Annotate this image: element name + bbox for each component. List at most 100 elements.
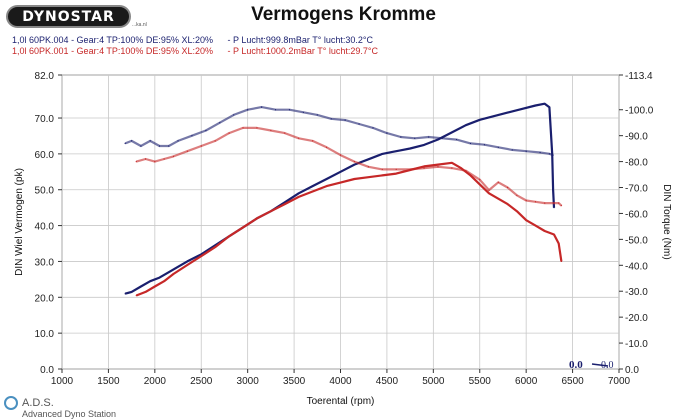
x-tick-label: 2000: [144, 376, 167, 387]
y-tick-label: 10.0: [35, 329, 55, 340]
series-point: [168, 271, 170, 273]
readout-connector: [591, 363, 609, 367]
x-axis-label: Toerental (rpm): [307, 396, 375, 407]
series-point: [423, 165, 425, 168]
series-point: [270, 129, 272, 132]
series-point: [423, 167, 425, 169]
series-point: [284, 132, 286, 134]
y-right-tick-label: -50.0: [625, 235, 648, 246]
series-point: [451, 167, 453, 169]
series-point: [339, 181, 342, 184]
y-tick-label: 70.0: [35, 114, 55, 125]
series-point: [460, 167, 462, 169]
series-point: [312, 140, 314, 142]
series-point: [144, 158, 147, 160]
series-point: [507, 186, 509, 189]
x-tick-label: 3000: [237, 376, 260, 387]
series-point: [516, 210, 518, 212]
series-point: [353, 164, 356, 166]
x-tick-label: 5000: [422, 376, 445, 387]
y-right-axis-label: DIN Torque (Nm): [661, 184, 672, 259]
series-point: [353, 160, 356, 163]
series-point: [312, 190, 314, 193]
series-point: [544, 230, 546, 232]
series-point: [339, 171, 342, 173]
series-point: [168, 145, 170, 147]
series-point: [154, 285, 156, 288]
legend-run-info: - Gear:4 TP:100% DE:95% XL:20%: [71, 35, 213, 45]
footer-brand-sub: Advanced Dyno Station: [22, 409, 117, 419]
series-point: [507, 112, 509, 114]
series-point: [344, 119, 346, 121]
series-point: [242, 127, 244, 129]
series-point: [534, 201, 537, 203]
x-tick-label: 6500: [561, 376, 584, 387]
x-tick-label: 4000: [329, 376, 352, 387]
x-tick-label: 1000: [51, 376, 74, 387]
series-point: [260, 106, 263, 108]
series-point: [298, 192, 300, 194]
y-axis-label: DIN Wiel Vermogen (pk): [14, 168, 25, 276]
series-point: [214, 140, 216, 142]
legend-run-name: 1,0l 60PK.001: [12, 46, 69, 56]
y-tick-label: 50.0: [35, 186, 55, 197]
series-point: [381, 168, 383, 170]
series-point: [228, 132, 230, 134]
series-point: [154, 160, 156, 163]
series-point: [553, 207, 555, 209]
series-point: [386, 132, 388, 134]
series-point: [479, 119, 481, 121]
series-point: [140, 145, 142, 147]
series-point: [451, 162, 453, 164]
x-tick-label: 4500: [376, 376, 399, 387]
y-right-tick-label: -80.0: [625, 158, 648, 169]
series-point: [200, 255, 202, 257]
series-point: [358, 123, 360, 125]
series-point: [186, 260, 188, 263]
series-point: [177, 266, 179, 268]
series-point: [525, 150, 527, 152]
series-point: [149, 140, 151, 142]
y-right-tick-label: -10.0: [625, 339, 648, 350]
series-point: [497, 181, 499, 183]
series-point: [507, 203, 509, 205]
series-point: [488, 189, 490, 191]
series-point: [186, 150, 188, 152]
series-point: [544, 103, 546, 105]
series-point: [312, 185, 314, 187]
series-point: [200, 145, 202, 147]
series-point: [437, 138, 439, 141]
series-point: [553, 233, 555, 236]
series-point: [214, 246, 216, 248]
series-point: [414, 137, 416, 139]
legend-run-ambient: - P Lucht:999.8mBar T° lucht:30.2°C: [227, 35, 373, 45]
x-tick-label: 7000: [608, 376, 631, 387]
chart-series-layer: [124, 102, 563, 297]
series-point: [163, 280, 165, 282]
series-point: [400, 136, 402, 138]
legend-run-ambient: - P Lucht:1000.2mBar T° lucht:29.7°C: [227, 46, 378, 56]
logo-subtext: ...ka.nl: [132, 22, 147, 28]
x-tick-label: 1500: [97, 376, 120, 387]
series-point: [172, 155, 174, 158]
series-point: [511, 149, 513, 151]
series-point: [534, 104, 537, 107]
series-point: [256, 127, 258, 129]
series-point: [552, 189, 554, 191]
y-right-tick-label: 0.0: [625, 365, 639, 376]
y-right-tick-label: -90.0: [625, 132, 648, 143]
series-point: [124, 142, 126, 145]
legend-run-name: 1,0l 60PK.004: [12, 35, 69, 45]
series-point: [539, 151, 541, 154]
series-point: [479, 179, 481, 181]
series-point: [553, 202, 555, 204]
series-point: [325, 178, 328, 180]
chart-grid: [61, 74, 620, 370]
series-point: [516, 194, 518, 196]
y-right-tick-label: -70.0: [625, 184, 648, 195]
series-point: [493, 115, 495, 117]
series-point: [395, 172, 397, 175]
x-tick-label: 3500: [283, 376, 306, 387]
series-point: [353, 178, 356, 180]
